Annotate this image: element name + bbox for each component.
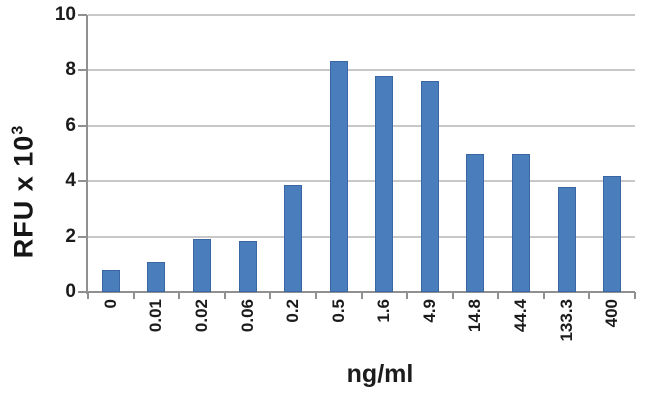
x-axis-tick-label: 44.4	[511, 299, 531, 333]
x-axis-tick-label: 0	[100, 299, 120, 309]
y-tick-mark	[78, 14, 87, 16]
y-axis-line	[86, 15, 88, 294]
gridline	[88, 180, 635, 183]
bar	[512, 153, 531, 292]
bar	[375, 75, 394, 292]
x-axis-tick-label: 4.9	[419, 299, 439, 323]
bar	[192, 239, 211, 292]
x-tick-mark	[223, 292, 226, 299]
y-axis-tick-label: 6	[65, 114, 76, 136]
x-axis-tick-label: 1.6	[374, 299, 394, 323]
y-tick-mark	[78, 180, 87, 183]
y-axis-tick-label: 0	[65, 281, 76, 302]
gridline	[88, 124, 635, 127]
x-tick-mark	[406, 292, 409, 299]
x-tick-mark	[87, 292, 89, 299]
x-tick-mark	[497, 292, 500, 299]
y-axis-tick-label: 2	[65, 225, 76, 247]
bar	[329, 60, 348, 292]
x-tick-mark	[451, 292, 454, 299]
x-axis-tick-label: 0.01	[146, 299, 166, 333]
x-tick-mark	[634, 292, 636, 299]
x-tick-mark	[178, 292, 181, 299]
x-axis-tick-label: 133.3	[556, 299, 576, 342]
x-tick-mark	[588, 292, 591, 299]
x-axis-tick-label: 0.2	[283, 299, 303, 323]
bar	[557, 186, 576, 292]
bar	[284, 185, 303, 292]
y-axis-tick-label: 4	[65, 170, 76, 192]
gridline	[88, 235, 635, 238]
y-axis-tick-label: 8	[65, 59, 76, 81]
x-axis-tick-label: 400	[602, 299, 622, 328]
bar	[603, 175, 622, 292]
x-axis-title: ng/ml	[346, 360, 414, 388]
bar	[420, 81, 439, 292]
y-tick-mark	[78, 124, 87, 127]
x-tick-mark	[360, 292, 363, 299]
x-axis-tick-label: 0.5	[328, 299, 348, 323]
gridline	[88, 14, 635, 16]
bar	[238, 240, 257, 292]
x-axis-tick-label: 0.06	[237, 299, 257, 333]
x-axis-tick-label: 0.02	[191, 299, 211, 333]
x-tick-mark	[314, 292, 317, 299]
x-axis-line	[79, 291, 635, 293]
y-tick-mark	[78, 69, 87, 72]
x-tick-mark	[269, 292, 272, 299]
x-tick-mark	[542, 292, 545, 299]
y-tick-mark	[78, 235, 87, 238]
gridline	[88, 69, 635, 72]
x-axis-tick-label: 14.8	[465, 299, 485, 333]
y-axis-tick-label: 10	[54, 4, 76, 25]
x-tick-mark	[132, 292, 135, 299]
bar	[147, 261, 166, 292]
bar	[466, 153, 485, 292]
bar	[101, 269, 120, 292]
